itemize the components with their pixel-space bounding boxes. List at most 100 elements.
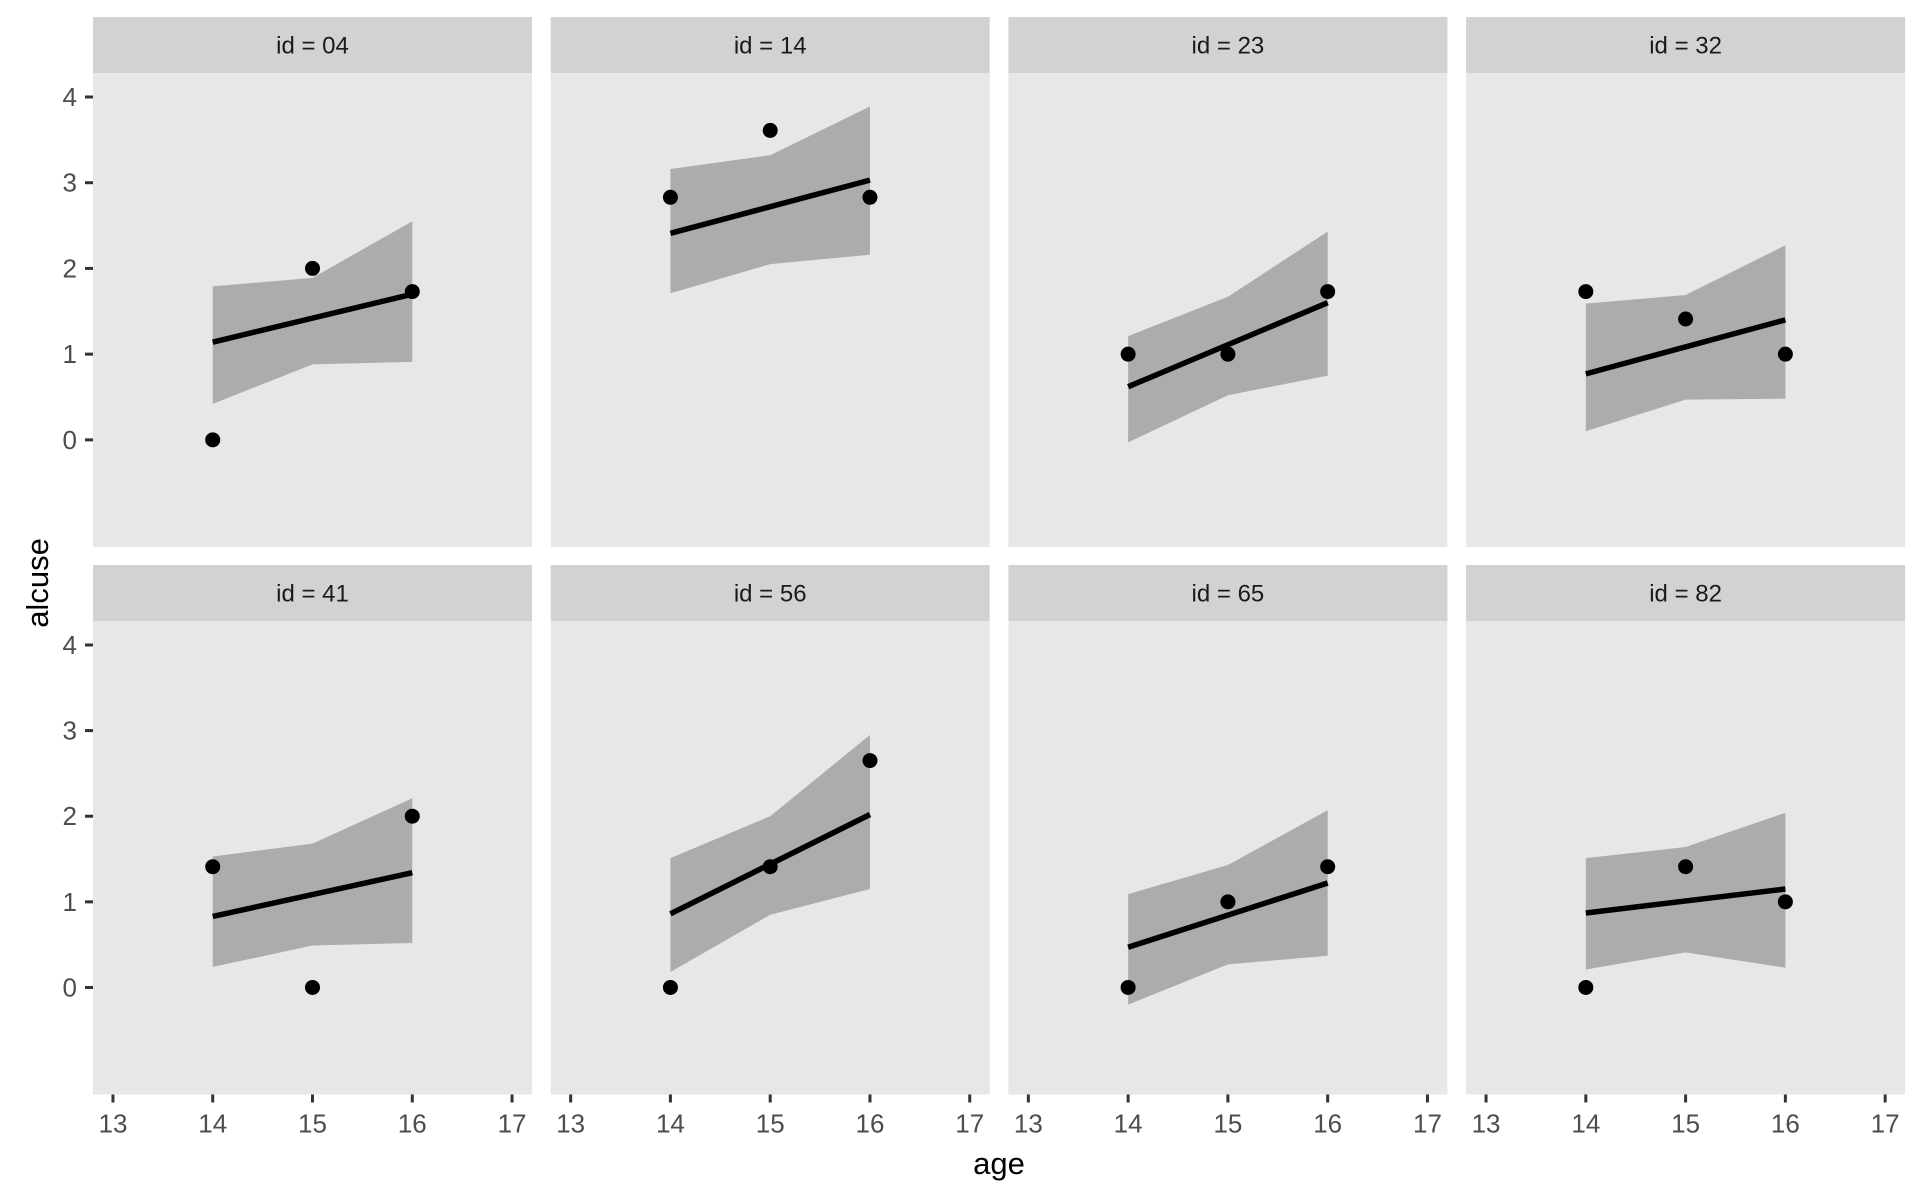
facet-strip	[1008, 17, 1448, 73]
confidence-ribbon	[212, 221, 413, 404]
y-tick-label: 1	[63, 339, 77, 369]
data-point	[205, 859, 221, 875]
x-tick-label: 16	[398, 1109, 427, 1139]
data-point	[1777, 346, 1793, 362]
panel-background	[550, 73, 990, 547]
fit-line	[212, 870, 413, 920]
fit-line	[669, 177, 871, 236]
facet-strip-label: id = 41	[276, 581, 349, 608]
fit-line	[212, 291, 413, 345]
panel-background	[1008, 621, 1448, 1095]
y-tick-label: 4	[63, 630, 77, 660]
data-point	[1777, 894, 1793, 910]
data-point	[662, 189, 678, 205]
x-tick-label: 16	[1771, 1109, 1800, 1139]
data-point	[1220, 894, 1236, 910]
x-tick-label: 16	[1313, 1109, 1342, 1139]
x-tick-label: 13	[98, 1109, 127, 1139]
x-tick-label: 17	[1871, 1109, 1900, 1139]
y-tick-label: 3	[63, 716, 77, 746]
y-axis-row-0: 0 1 2 3 4	[63, 82, 93, 455]
y-tick-label: 0	[63, 972, 77, 1002]
facet-panel-id-04: id = 04	[93, 17, 532, 547]
data-point	[1678, 859, 1694, 875]
fit-line	[1585, 317, 1787, 377]
facet-panel-id-65: id = 65	[1008, 565, 1448, 1095]
x-tick-label: 13	[1014, 1109, 1043, 1139]
x-tick-label: 14	[1571, 1109, 1600, 1139]
data-point	[1320, 284, 1336, 300]
x-axis-col-1: 13 14 15 16 17	[556, 1094, 984, 1139]
facet-panel-id-41: id = 41	[93, 565, 532, 1095]
facet-strip	[1466, 17, 1906, 73]
x-tick-label: 14	[1114, 1109, 1143, 1139]
facet-panel-id-82: id = 82	[1466, 565, 1906, 1095]
data-point	[1678, 311, 1694, 327]
y-tick-label: 2	[63, 253, 77, 283]
data-point	[404, 284, 420, 300]
x-axis-col-2: 13 14 15 16 17	[1014, 1094, 1442, 1139]
facet-strip-label: id = 32	[1649, 33, 1722, 60]
facet-strip	[1008, 565, 1448, 621]
facet-strip-label: id = 04	[276, 33, 349, 60]
fit-line	[1585, 886, 1786, 916]
confidence-ribbon	[1128, 231, 1328, 443]
confidence-ribbon	[670, 106, 870, 294]
facet-strip-label: id = 14	[734, 33, 807, 60]
data-point	[205, 432, 221, 448]
facet-strip-label: id = 23	[1192, 33, 1265, 60]
data-point	[1320, 859, 1336, 875]
facet-strip	[550, 17, 990, 73]
confidence-ribbon	[1585, 245, 1786, 432]
x-tick-label: 13	[556, 1109, 585, 1139]
facet-strip	[93, 565, 532, 621]
confidence-ribbon	[1585, 812, 1786, 970]
x-tick-label: 17	[498, 1109, 527, 1139]
fit-line	[1127, 880, 1329, 950]
fit-line	[1127, 300, 1329, 390]
facet-strip-label: id = 82	[1649, 581, 1722, 608]
y-tick-label: 2	[63, 801, 77, 831]
x-axis-title: age	[973, 1146, 1025, 1181]
facet-strip	[1466, 565, 1906, 621]
data-point	[762, 859, 778, 875]
data-point	[305, 979, 320, 995]
y-tick-label: 3	[63, 168, 77, 198]
data-point	[305, 260, 320, 276]
data-point	[762, 122, 778, 138]
x-tick-label: 16	[856, 1109, 885, 1139]
facet-panel-id-23: id = 23	[1008, 17, 1448, 547]
x-tick-label: 15	[756, 1109, 785, 1139]
data-point	[1578, 979, 1594, 995]
y-axis-title: alcuse	[20, 538, 55, 628]
x-tick-label: 15	[1671, 1109, 1700, 1139]
facet-strip-label: id = 65	[1192, 581, 1265, 608]
x-tick-label: 14	[198, 1109, 227, 1139]
data-point	[1120, 346, 1136, 362]
data-point	[662, 979, 678, 995]
confidence-ribbon	[212, 798, 413, 967]
x-tick-label: 15	[1213, 1109, 1242, 1139]
facet-strip-label: id = 56	[734, 581, 807, 608]
y-axis-row-1: 0 1 2 3 4	[63, 630, 93, 1002]
facet-panel-id-32: id = 32	[1466, 17, 1906, 547]
facet-panel-id-56: id = 56	[550, 565, 990, 1095]
data-point	[1578, 284, 1594, 300]
x-tick-label: 15	[298, 1109, 327, 1139]
facet-strip	[550, 565, 990, 621]
x-tick-label: 17	[1413, 1109, 1442, 1139]
y-tick-label: 4	[63, 82, 77, 112]
data-point	[1120, 979, 1136, 995]
confidence-ribbon	[670, 734, 870, 973]
data-point	[862, 189, 878, 205]
x-axis-col-0: 13 14 15 16 17	[98, 1094, 527, 1139]
data-point	[404, 808, 420, 824]
x-axis-col-3: 13 14 15 16 17	[1472, 1094, 1900, 1139]
data-point	[862, 753, 878, 769]
y-tick-label: 1	[63, 887, 77, 917]
x-tick-label: 14	[656, 1109, 685, 1139]
y-tick-label: 0	[63, 425, 77, 455]
facet-strip	[93, 17, 532, 73]
